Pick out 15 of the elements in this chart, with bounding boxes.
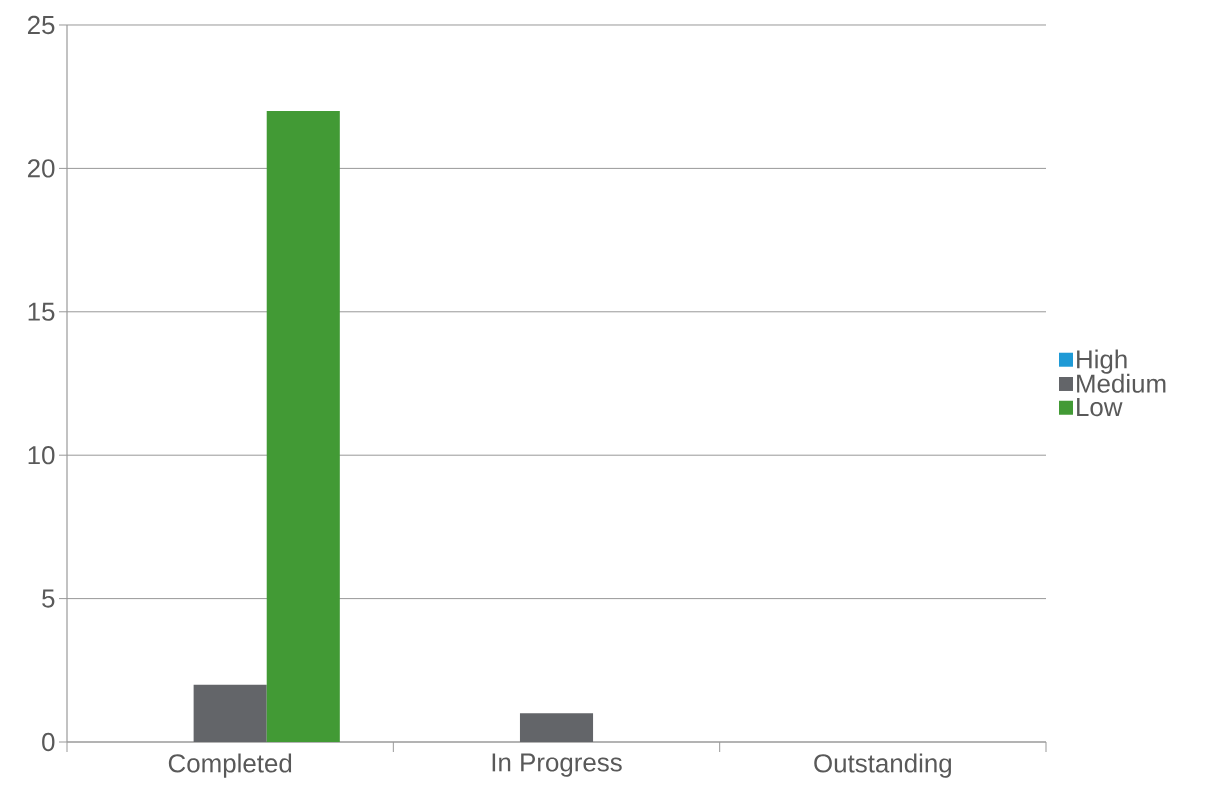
bar bbox=[193, 684, 267, 742]
y-tick-label: 0 bbox=[42, 732, 55, 752]
y-tick-label: 5 bbox=[42, 589, 55, 608]
bar bbox=[519, 713, 594, 742]
legend-label: Medium bbox=[1077, 373, 1166, 393]
x-tick-label: In Progress bbox=[492, 753, 622, 777]
legend-label: High bbox=[1077, 349, 1127, 374]
legend-label: Low bbox=[1077, 398, 1123, 417]
y-tick-label: 20 bbox=[27, 159, 55, 178]
y-tick-label: 10 bbox=[28, 446, 55, 465]
y-tick-label: 25 bbox=[27, 15, 55, 35]
x-tick-label: Completed bbox=[168, 753, 292, 778]
y-tick-label: 15 bbox=[28, 302, 55, 321]
x-tick-label: Outstanding bbox=[814, 753, 951, 778]
bar bbox=[266, 111, 340, 742]
